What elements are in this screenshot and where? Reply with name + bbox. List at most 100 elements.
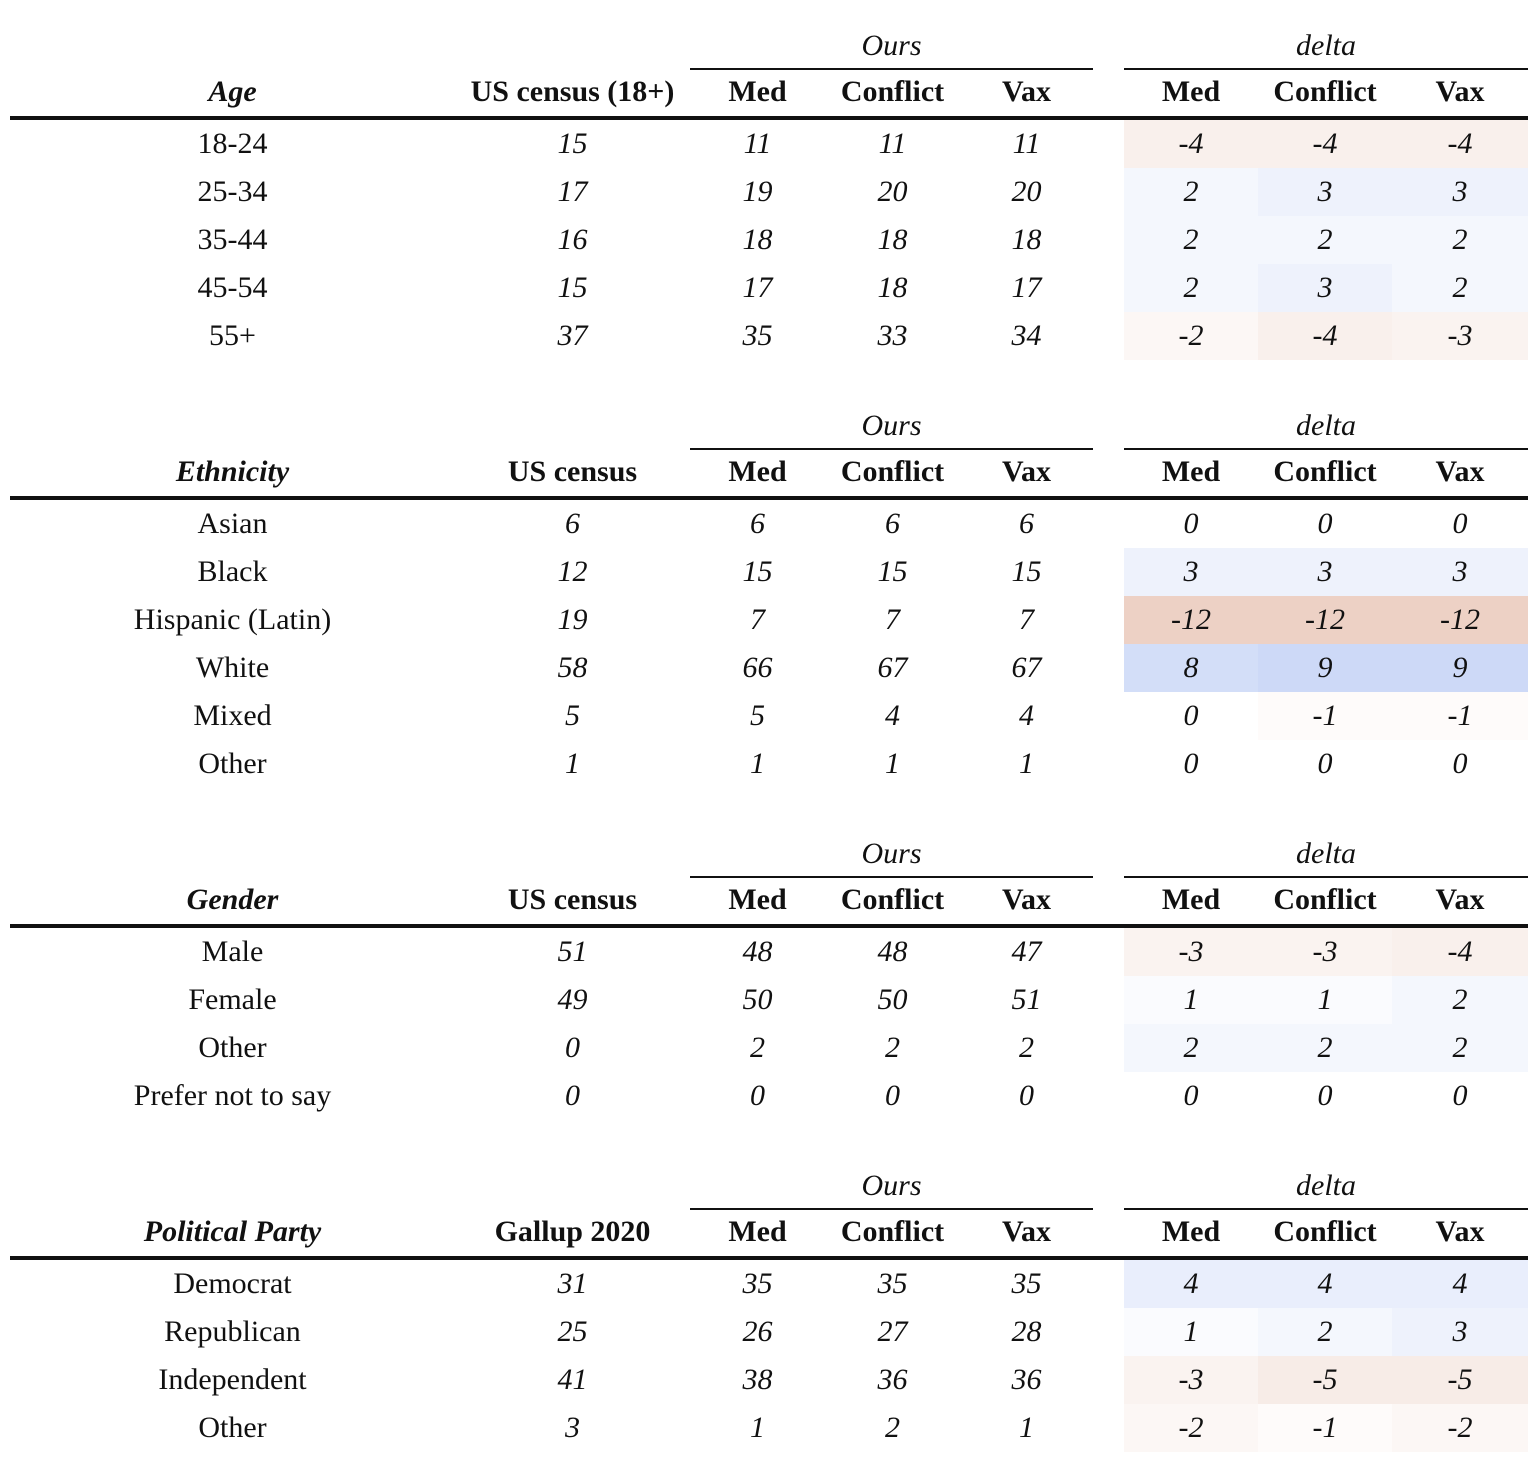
delta-heat-shade bbox=[1124, 1404, 1258, 1452]
delta-heat-shade bbox=[1258, 216, 1392, 264]
delta-heat-shade bbox=[1392, 644, 1528, 692]
delta-column-header: Med bbox=[1161, 75, 1221, 108]
reference-value: 41 bbox=[557, 1363, 588, 1396]
delta-heat-shade bbox=[1258, 120, 1392, 168]
ours-value: 1 bbox=[1019, 1411, 1034, 1444]
ours-value: 18 bbox=[742, 223, 773, 256]
ours-value: 0 bbox=[750, 1079, 765, 1112]
delta-column-header: Conflict bbox=[1273, 883, 1377, 916]
delta-column-header: Vax bbox=[1435, 455, 1485, 488]
delta-column-header: Vax bbox=[1435, 1215, 1485, 1248]
delta-value: -1 bbox=[1312, 699, 1338, 732]
table-section: Ours delta Ethnicity US census Med Med Conflic… bbox=[0, 408, 1538, 816]
delta-group-rule bbox=[1124, 448, 1528, 450]
row-label: Mixed bbox=[193, 699, 272, 732]
delta-column-header: Vax bbox=[1435, 75, 1485, 108]
delta-column-header: Med bbox=[1161, 455, 1221, 488]
delta-value: 9 bbox=[1452, 651, 1468, 684]
delta-value: 4 bbox=[1183, 1267, 1199, 1300]
ours-column-header: Conflict bbox=[840, 455, 945, 488]
delta-value: -3 bbox=[1447, 319, 1473, 352]
delta-heat-shade bbox=[1258, 1356, 1392, 1404]
row-label: Hispanic (Latin) bbox=[133, 603, 332, 636]
ours-column-header: Med bbox=[728, 883, 787, 916]
delta-value: -5 bbox=[1447, 1363, 1473, 1396]
delta-value: 0 bbox=[1183, 747, 1199, 780]
delta-value: 3 bbox=[1317, 555, 1333, 588]
table-section: Ours delta Gender US census Med Med Conflict Co… bbox=[0, 836, 1538, 1148]
delta-value: -2 bbox=[1178, 319, 1204, 352]
delta-heat-shade bbox=[1392, 1356, 1528, 1404]
delta-value: 2 bbox=[1452, 983, 1468, 1016]
reference-value: 0 bbox=[565, 1031, 580, 1064]
ours-group-rule bbox=[690, 876, 1093, 878]
ours-value: 20 bbox=[877, 175, 908, 208]
delta-value: 0 bbox=[1183, 507, 1199, 540]
delta-value: -3 bbox=[1178, 935, 1204, 968]
ours-group-header: Ours bbox=[861, 1169, 922, 1202]
reference-value: 12 bbox=[557, 555, 588, 588]
row-label: Male bbox=[201, 935, 264, 968]
delta-heat-shade bbox=[1124, 168, 1258, 216]
ours-value: 35 bbox=[1011, 1267, 1042, 1300]
ours-value: 6 bbox=[750, 507, 765, 540]
ours-value: 15 bbox=[877, 555, 908, 588]
delta-value: 0 bbox=[1183, 699, 1199, 732]
row-label: Asian bbox=[197, 507, 268, 540]
delta-heat-shade bbox=[1124, 1024, 1258, 1072]
category-header: Ethnicity bbox=[175, 455, 290, 488]
ours-column-header: Med bbox=[728, 75, 787, 108]
ours-value: 6 bbox=[1019, 507, 1034, 540]
delta-column-header: Conflict bbox=[1273, 455, 1377, 488]
ours-column-header: Med bbox=[728, 455, 787, 488]
delta-heat-shade bbox=[1124, 1356, 1258, 1404]
delta-value: 3 bbox=[1452, 1315, 1468, 1348]
delta-heat-shade bbox=[1258, 1024, 1392, 1072]
header-rule bbox=[10, 924, 1528, 928]
ours-value: 2 bbox=[885, 1411, 900, 1444]
delta-heat-shade bbox=[1258, 264, 1392, 312]
ours-value: 15 bbox=[1011, 555, 1042, 588]
reference-value: 16 bbox=[557, 223, 588, 256]
ours-value: 18 bbox=[877, 271, 908, 304]
reference-header: Gallup 2020 bbox=[494, 1215, 651, 1248]
delta-heat-shade bbox=[1258, 168, 1392, 216]
delta-heat-shade bbox=[1258, 596, 1392, 644]
delta-value: 1 bbox=[1183, 983, 1199, 1016]
reference-value: 0 bbox=[565, 1079, 580, 1112]
ours-value: 50 bbox=[877, 983, 908, 1016]
ours-value: 4 bbox=[1019, 699, 1034, 732]
delta-heat-shade bbox=[1392, 264, 1528, 312]
ours-column-header: Vax bbox=[1002, 883, 1051, 916]
ours-group-header: Ours bbox=[861, 29, 922, 62]
delta-column-header: Med bbox=[1161, 1215, 1221, 1248]
reference-value: 5 bbox=[565, 699, 580, 732]
delta-value: -4 bbox=[1447, 127, 1473, 160]
delta-value: 0 bbox=[1452, 747, 1468, 780]
ours-group-header: Ours bbox=[861, 837, 922, 870]
ours-value: 35 bbox=[742, 319, 773, 352]
ours-value: 0 bbox=[1019, 1079, 1034, 1112]
header-rule bbox=[10, 116, 1528, 120]
delta-value: 3 bbox=[1452, 555, 1468, 588]
ours-value: 2 bbox=[750, 1031, 765, 1064]
reference-header: US census bbox=[507, 883, 638, 916]
delta-heat-shade bbox=[1124, 312, 1258, 360]
delta-value: 2 bbox=[1317, 1031, 1333, 1064]
delta-value: 0 bbox=[1452, 507, 1468, 540]
ours-value: 33 bbox=[877, 319, 908, 352]
ours-value: 1 bbox=[885, 747, 900, 780]
delta-heat-shade bbox=[1124, 1260, 1258, 1308]
delta-value: 0 bbox=[1183, 1079, 1199, 1112]
ours-value: 2 bbox=[885, 1031, 900, 1064]
delta-value: -1 bbox=[1312, 1411, 1338, 1444]
delta-heat-shade bbox=[1124, 120, 1258, 168]
delta-value: 2 bbox=[1317, 1315, 1333, 1348]
row-label: 45-54 bbox=[197, 271, 268, 304]
ours-value: 11 bbox=[878, 127, 907, 160]
delta-value: 2 bbox=[1452, 223, 1468, 256]
reference-value: 49 bbox=[557, 983, 588, 1016]
delta-value: 4 bbox=[1452, 1267, 1468, 1300]
delta-value: 2 bbox=[1317, 223, 1333, 256]
row-label: Independent bbox=[158, 1363, 307, 1396]
